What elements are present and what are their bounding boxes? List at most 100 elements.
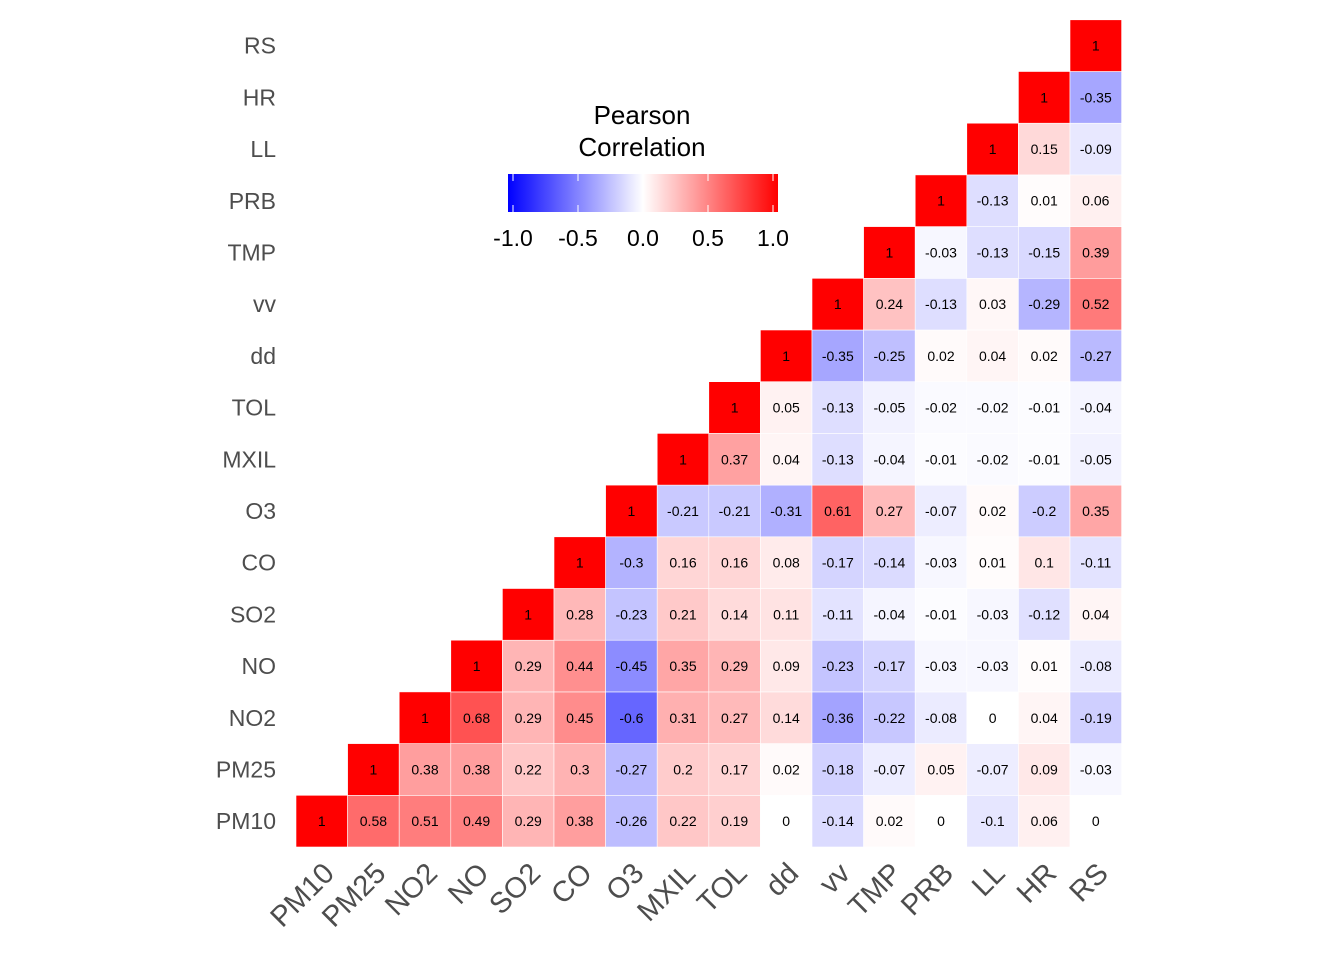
cell-value-label: 0: [782, 813, 790, 829]
heatmap-cell-RS-CO: [1069, 536, 1122, 589]
legend-title-line1: Pearson: [594, 100, 691, 130]
heatmap-cell-LL-LL: [966, 122, 1019, 176]
heatmap-cell-HR-PM25: [1018, 743, 1071, 796]
cell-value-label: 1: [989, 141, 997, 157]
heatmap-cell-TMP-PM25: [863, 743, 916, 796]
cell-value-label: 1: [524, 606, 532, 622]
heatmap-cell-TOL-TOL: [708, 381, 761, 434]
color-legend: Pearson Correlation -1.0 -0.5 0.0 0.5 1.0: [493, 100, 789, 251]
heatmap-cell-MXIL-MXIL: [656, 433, 710, 486]
cell-value-label: 0.16: [721, 555, 748, 571]
heatmap-cell-LL-NO2: [966, 691, 1019, 744]
cell-value-label: 0.27: [721, 710, 748, 726]
heatmap-cell-TOL-NO: [708, 639, 761, 693]
cell-value-label: 0.15: [1031, 141, 1058, 157]
heatmap-cell-RS-O3: [1069, 484, 1122, 538]
heatmap-cell-LL-PRB: [966, 174, 1019, 227]
heatmap-cell-RS-LL: [1069, 122, 1122, 176]
cell-value-label: -0.01: [1028, 451, 1060, 467]
heatmap-cell-RS-SO2: [1069, 588, 1122, 641]
cell-value-label: 0.49: [463, 813, 490, 829]
heatmap-cell-RS-dd: [1069, 329, 1122, 383]
cell-value-label: -0.27: [615, 762, 647, 778]
y-tick-label: NO2: [229, 705, 276, 731]
cell-value-label: 0.2: [673, 762, 693, 778]
cell-value-label: 1: [576, 555, 584, 571]
heatmap-cell-NO2-PM25: [398, 743, 452, 796]
cell-value-label: -0.04: [1080, 400, 1112, 416]
heatmap-cell-RS-PM10: [1069, 794, 1122, 848]
heatmap-cell-NO2-PM10: [398, 794, 452, 848]
cell-value-label: 0.04: [1082, 606, 1109, 622]
cell-value-label: 0.11: [773, 606, 799, 622]
cell-value-label: -0.27: [1080, 348, 1112, 364]
cell-value-label: -0.11: [1080, 555, 1111, 571]
cell-value-label: -0.18: [822, 762, 854, 778]
cell-value-label: 0.3: [570, 762, 590, 778]
heatmap-cell-MXIL-O3: [656, 484, 710, 538]
cell-value-label: 0.29: [515, 658, 542, 674]
cell-value-label: 0.09: [1031, 762, 1058, 778]
cell-value-label: -0.03: [977, 658, 1009, 674]
cell-value-label: -0.04: [873, 451, 905, 467]
heatmap-cell-CO-NO: [553, 639, 606, 693]
cell-value-label: -0.13: [925, 296, 957, 312]
cell-value-label: 0.21: [669, 606, 696, 622]
y-tick-label: PM25: [216, 757, 276, 783]
heatmap-cell-HR-TMP: [1018, 226, 1071, 279]
heatmap-cell-NO-NO2: [450, 691, 503, 744]
heatmap-cell-CO-SO2: [553, 588, 606, 641]
cell-value-label: 0.1: [1034, 555, 1054, 571]
heatmap-cell-CO-PM25: [553, 743, 606, 796]
cell-value-label: 0.01: [979, 555, 1006, 571]
heatmap-cell-LL-vv: [966, 277, 1019, 331]
y-tick-label: vv: [253, 291, 277, 317]
x-tick-label: MXIL: [631, 857, 701, 927]
heatmap-cell-vv-vv: [811, 277, 864, 331]
heatmap-cell-RS-TMP: [1069, 226, 1122, 279]
x-tick-label: RS: [1064, 857, 1115, 908]
cell-value-label: -0.04: [873, 606, 905, 622]
cell-value-label: -0.23: [615, 606, 647, 622]
y-tick-label: PM10: [216, 808, 276, 834]
heatmap-cell-HR-PRB: [1018, 174, 1071, 227]
cell-value-label: 0.52: [1082, 296, 1109, 312]
y-tick-label: LL: [250, 136, 276, 162]
cell-value-label: 0: [1092, 813, 1100, 829]
legend-tick-label: -0.5: [558, 225, 598, 251]
heatmap-cell-PM25-PM25: [347, 743, 400, 796]
cell-value-label: 0.39: [1082, 244, 1109, 260]
cell-value-label: 0.05: [773, 400, 800, 416]
heatmap-cell-vv-O3: [811, 484, 864, 538]
heatmap-cell-HR-NO2: [1018, 691, 1071, 744]
heatmap-cell-PM10-PM10: [295, 794, 348, 848]
cell-value-label: 0.08: [773, 555, 800, 571]
cell-value-label: 1: [628, 503, 636, 519]
cell-value-label: 0: [937, 813, 945, 829]
cell-value-label: 0.01: [1031, 193, 1058, 209]
legend-tick-label: 0.5: [692, 225, 724, 251]
heatmap-cell-PRB-vv: [914, 277, 968, 331]
cell-value-label: 0.29: [515, 710, 542, 726]
heatmap-cell-TMP-PM10: [863, 794, 916, 848]
cell-value-label: -0.07: [977, 762, 1009, 778]
legend-ticks: -1.0 -0.5 0.0 0.5 1.0: [493, 174, 789, 251]
cell-value-label: 0.22: [669, 813, 696, 829]
heatmap-cell-LL-O3: [966, 484, 1019, 538]
cell-value-label: 0.09: [773, 658, 800, 674]
cell-value-label: -0.19: [1080, 710, 1112, 726]
cell-value-label: 1: [421, 710, 429, 726]
heatmap-cell-dd-TOL: [760, 381, 813, 434]
x-tick-label: NO2: [379, 857, 444, 922]
legend-tick-label: -1.0: [493, 225, 533, 251]
cell-value-label: 0.29: [515, 813, 542, 829]
heatmap-cell-NO-PM10: [450, 794, 503, 848]
cell-value-label: -0.01: [925, 606, 957, 622]
heatmap-cell-PRB-MXIL: [914, 433, 968, 486]
heatmap-cell-SO2-NO2: [502, 691, 555, 744]
cell-value-label: -0.3: [619, 555, 643, 571]
heatmap-cell-dd-PM10: [760, 794, 813, 848]
heatmap-cell-LL-PM10: [966, 794, 1019, 848]
heatmap-cell-vv-TOL: [811, 381, 864, 434]
cell-value-label: 1: [679, 451, 687, 467]
